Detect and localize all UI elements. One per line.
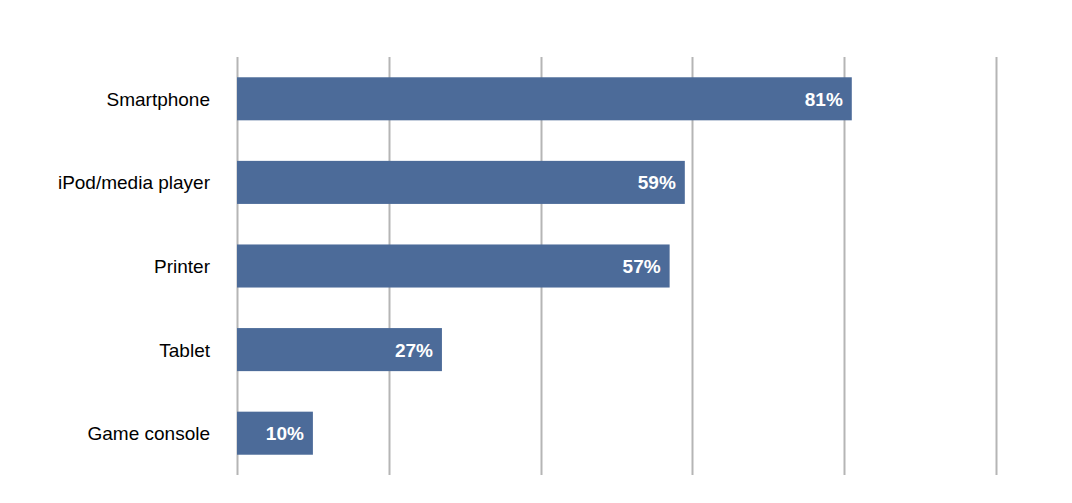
grid — [238, 57, 997, 475]
chart-container: 81% Smartphone 59% iPod/media player 57% Prin… — [0, 0, 1072, 503]
category-label: Game console — [87, 423, 210, 444]
category-label: iPod/media player — [58, 172, 211, 193]
bar — [237, 328, 442, 371]
grid-line — [996, 57, 998, 475]
data-label: 81% — [805, 89, 843, 110]
bars — [237, 77, 852, 454]
bar — [237, 77, 852, 120]
bar — [237, 244, 670, 287]
bar — [237, 412, 313, 455]
category-label: Tablet — [159, 340, 210, 361]
category-label: Printer — [154, 256, 211, 277]
labels: 81% Smartphone 59% iPod/media player 57% Prin… — [58, 89, 843, 444]
data-label: 10% — [266, 423, 304, 444]
bar — [237, 161, 685, 204]
data-label: 59% — [638, 172, 676, 193]
chart: 81% Smartphone 59% iPod/media player 57% Prin… — [0, 0, 1072, 503]
data-label: 57% — [623, 256, 661, 277]
category-label: Smartphone — [106, 89, 210, 110]
data-label: 27% — [395, 340, 433, 361]
